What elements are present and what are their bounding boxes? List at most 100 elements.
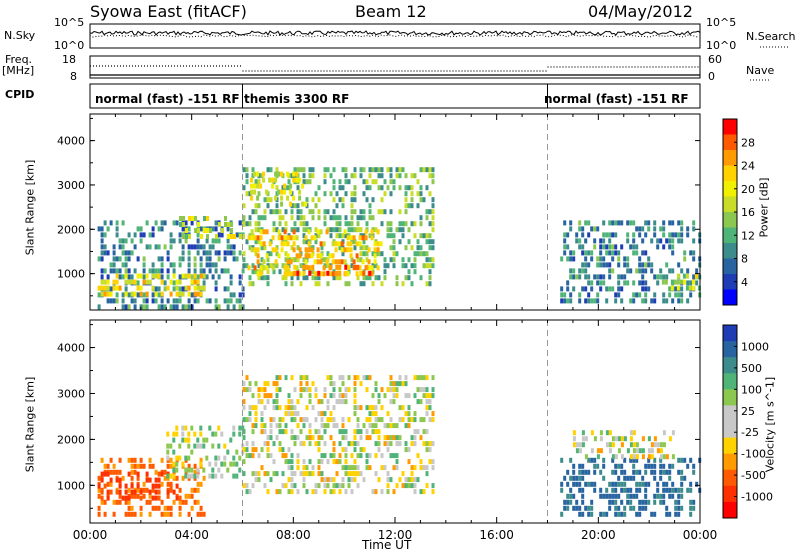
echo-cell: [254, 209, 258, 215]
echo-cell: [271, 177, 275, 183]
echo-cell: [248, 417, 252, 423]
echo-cell: [175, 455, 179, 461]
echo-cell: [578, 292, 582, 298]
echo-cell: [392, 239, 396, 245]
echo-cell: [614, 232, 618, 238]
echo-cell: [310, 253, 314, 259]
echo-cell: [560, 292, 564, 298]
echo-cell: [139, 291, 143, 297]
echo-cell: [133, 511, 137, 517]
echo-cell: [407, 459, 411, 465]
echo-cell: [242, 471, 246, 477]
echo-cell: [232, 250, 236, 256]
echo-cell: [602, 463, 606, 469]
echo-cell: [422, 167, 426, 173]
echo-cell: [581, 250, 585, 256]
echo-cell: [211, 226, 215, 232]
echo-cell: [322, 241, 326, 247]
echo-cell: [290, 471, 294, 477]
echo-cell: [641, 436, 645, 442]
echo-cell: [97, 304, 101, 310]
echo-cell: [299, 471, 303, 477]
echo-cell: [428, 393, 432, 399]
echo-cell: [569, 475, 573, 481]
echo-cell: [641, 448, 645, 454]
echo-cell: [377, 275, 381, 281]
echo-cell: [566, 280, 570, 286]
echo-cell: [617, 511, 621, 517]
echo-cell: [560, 511, 564, 517]
echo-cell: [686, 226, 690, 232]
echo-cell: [590, 280, 594, 286]
echo-cell: [608, 499, 612, 505]
echo-cell: [172, 286, 176, 292]
echo-cell: [413, 233, 417, 239]
echo-cell: [160, 499, 164, 505]
echo-cell: [163, 304, 167, 310]
echo-cell: [569, 226, 573, 232]
echo-cell: [365, 275, 369, 281]
echo-cell: [269, 197, 273, 203]
echo-cell: [389, 245, 393, 251]
echo-cell: [361, 259, 365, 265]
echo-cell: [226, 244, 230, 250]
echo-cell: [187, 285, 191, 291]
echo-cell: [178, 291, 182, 297]
echo-cell: [644, 250, 648, 256]
echo-cell: [578, 220, 582, 226]
echo-cell: [383, 191, 387, 197]
echo-cell: [302, 227, 306, 233]
echo-cell: [383, 435, 387, 441]
echo-cell: [338, 197, 342, 203]
echo-cell: [193, 298, 197, 304]
echo-cell: [407, 203, 411, 209]
echo-cell: [154, 489, 158, 495]
echo-cell: [374, 387, 378, 393]
cpid-panel: [89, 83, 701, 109]
echo-cell: [359, 251, 363, 257]
echo-cell: [217, 274, 221, 280]
echo-cell: [371, 405, 375, 411]
echo-cell: [109, 457, 113, 463]
echo-cell: [305, 405, 309, 411]
echo-cell: [320, 459, 324, 465]
echo-cell: [428, 239, 432, 245]
echo-cell: [626, 493, 630, 499]
echo-cell: [344, 393, 348, 399]
echo-cell: [635, 457, 639, 463]
echo-cell: [275, 393, 279, 399]
echo-cell: [187, 443, 191, 449]
echo-cell: [205, 238, 209, 244]
echo-cell: [374, 453, 378, 459]
echo-cell: [320, 435, 324, 441]
echo-cell: [677, 298, 681, 304]
echo-cell: [193, 499, 197, 505]
echo-cell: [220, 473, 224, 479]
echo-cell: [166, 256, 170, 262]
echo-cell: [208, 268, 212, 274]
echo-cell: [97, 483, 101, 489]
echo-cell: [398, 435, 402, 441]
echo-cell: [422, 465, 426, 471]
echo-cell: [389, 441, 393, 447]
echo-cell: [359, 227, 363, 233]
echo-cell: [160, 279, 164, 285]
echo-cell: [352, 259, 356, 265]
echo-cell: [290, 173, 294, 179]
echo-cell: [121, 475, 125, 481]
echo-cell: [127, 457, 131, 463]
echo-cell: [572, 430, 576, 436]
echo-cell: [157, 304, 161, 310]
echo-cell: [263, 441, 267, 447]
echo-cell: [365, 375, 369, 381]
echo-cell: [220, 431, 224, 437]
echo-cell: [313, 235, 317, 241]
echo-cell: [578, 481, 582, 487]
echo-cell: [175, 285, 179, 291]
echo-cell: [190, 292, 194, 298]
echo-cell: [380, 465, 384, 471]
echo-cell: [590, 457, 594, 463]
echo-cell: [193, 273, 197, 279]
echo-cell: [566, 469, 570, 475]
echo-cell: [431, 489, 435, 495]
